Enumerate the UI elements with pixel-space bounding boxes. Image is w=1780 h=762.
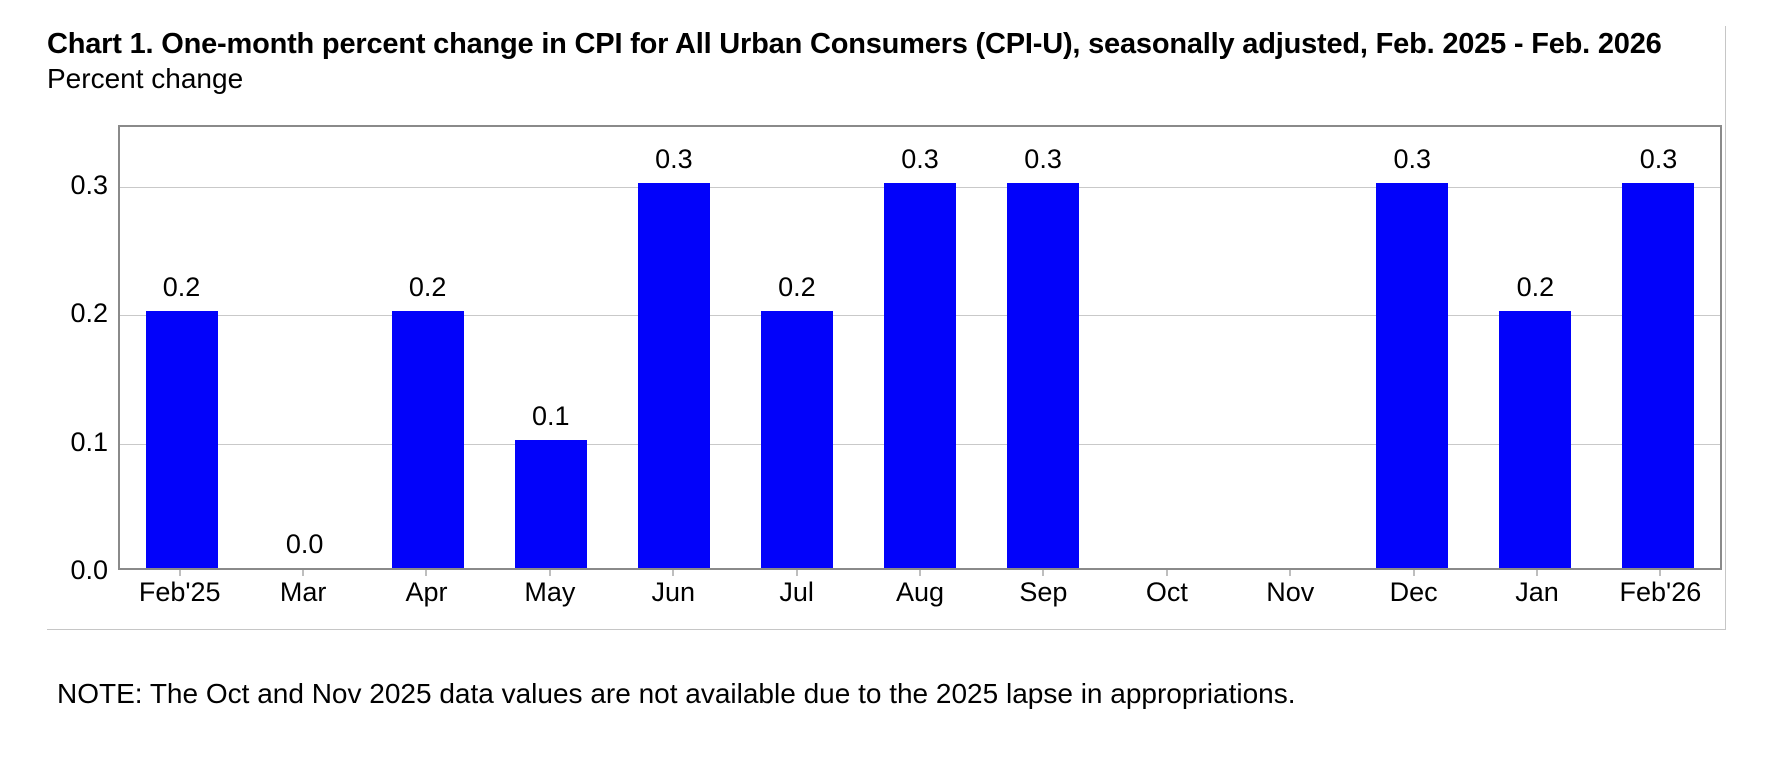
x-axis-label: Feb'26 [1619, 577, 1702, 607]
x-tick-slot [982, 570, 1105, 577]
x-tick-slot [365, 570, 488, 577]
bar-value-label: 0.2 [1516, 272, 1555, 303]
bar [391, 311, 464, 568]
x-axis-label: Aug [896, 577, 945, 607]
y-axis-label: 0.2 [70, 298, 108, 329]
bar-value-label: 0.2 [162, 272, 201, 303]
plot-area: 0.2 0.0 0.2 0.1 0.3 0.2 0.3 0.3 0.3 0.2 0.3 [118, 125, 1722, 570]
x-tick-slot [241, 570, 364, 577]
x-axis-tick [1413, 570, 1415, 576]
x-axis-label: Jan [1515, 577, 1559, 607]
bar [637, 183, 710, 568]
bar-value-label: 0.0 [285, 529, 324, 559]
x-tick-slot [1105, 570, 1228, 577]
bar [1007, 183, 1080, 568]
bar-slot: 0.0 [243, 127, 366, 568]
bar-value-label: 0.3 [1393, 144, 1432, 174]
x-axis-label: Jun [651, 577, 696, 607]
x-axis-label: Feb'25 [138, 577, 221, 607]
x-axis-tick [1536, 570, 1538, 576]
bar-value-label: 0.3 [1024, 144, 1062, 174]
bar [145, 311, 218, 568]
note-text: NOTE: The Oct and Nov 2025 data values a… [57, 678, 1296, 709]
x-axis-tick [1289, 570, 1291, 576]
x-tick-slot [735, 570, 858, 577]
bar-value-label: 0.3 [655, 144, 693, 174]
y-axis-label: 0.0 [70, 555, 108, 585]
x-tick-slot [612, 570, 735, 577]
bar-slot [1228, 127, 1351, 568]
x-tick-slot [488, 570, 611, 577]
x-axis-label: Sep [1019, 577, 1068, 607]
bar-value-label: 0.2 [778, 272, 816, 303]
x-axis-label: Oct [1145, 577, 1188, 607]
x-axis-label: May [524, 577, 576, 607]
bar-slot: 0.2 [1474, 127, 1597, 568]
chart-subtitle: Percent change [47, 63, 244, 94]
x-axis-tick [1659, 570, 1661, 576]
x-tick-slot [858, 570, 981, 577]
bar-slot: 0.2 [735, 127, 858, 568]
chart-card: Chart 1. One-month percent change in CPI… [47, 26, 1726, 630]
x-tick-slot [118, 570, 241, 577]
bar-value-label: 0.1 [531, 400, 570, 431]
x-axis-label: Nov [1266, 577, 1315, 607]
x-axis-tick [179, 570, 181, 576]
x-tick-slot [1475, 570, 1598, 577]
bar [884, 183, 956, 568]
bar-slot: 0.1 [489, 127, 612, 568]
x-axis-ticks [118, 570, 1722, 577]
bar [760, 311, 833, 568]
y-axis-label: 0.1 [70, 426, 108, 457]
bar-slot [1105, 127, 1228, 568]
bar-slot: 0.3 [612, 127, 735, 568]
x-tick-slot [1352, 570, 1475, 577]
bar [1499, 311, 1572, 568]
x-axis-label: Mar [279, 577, 327, 607]
x-axis-tick [1166, 570, 1168, 576]
x-axis-tick [672, 570, 674, 576]
x-axis-tick [1042, 570, 1044, 576]
bar [1376, 183, 1449, 568]
x-tick-slot [1599, 570, 1722, 577]
y-axis-labels: 0.0 0.1 0.2 0.3 [47, 125, 108, 585]
bar-slot: 0.3 [982, 127, 1105, 568]
x-axis-tick [796, 570, 798, 576]
bar [514, 439, 587, 568]
bar-slot: 0.3 [1351, 127, 1474, 568]
bar-value-label: 0.2 [408, 272, 447, 303]
x-axis-tick [425, 570, 427, 576]
x-tick-slot [1229, 570, 1352, 577]
bar-slot: 0.3 [858, 127, 981, 568]
bar-slot: 0.3 [1597, 127, 1720, 568]
bar [1622, 183, 1695, 568]
x-axis-tick [549, 570, 551, 576]
chart-title: Chart 1. One-month percent change in CPI… [47, 28, 1662, 60]
y-axis-label: 0.3 [70, 170, 108, 200]
bar-slot: 0.2 [366, 127, 489, 568]
bar-slot: 0.2 [120, 127, 243, 568]
x-axis-tick [919, 570, 921, 576]
x-axis-label: Apr [405, 577, 448, 607]
x-axis-tick [302, 570, 304, 576]
bar-value-label: 0.3 [1639, 144, 1678, 174]
x-axis-label: Jul [779, 577, 814, 607]
bar-value-label: 0.3 [901, 144, 939, 174]
x-axis-labels: Feb'25 Mar Apr May Jun Jul Aug Sep Oct Nov Dec Jan F… [118, 576, 1722, 608]
x-axis-label: Dec [1389, 577, 1438, 607]
bars-layer: 0.2 0.0 0.2 0.1 0.3 0.2 0.3 0.3 0.3 0.2 0.3 [120, 127, 1720, 568]
